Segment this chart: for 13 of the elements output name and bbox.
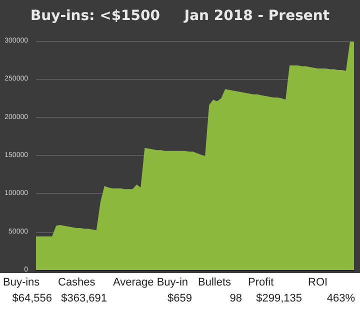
chart-title: Buy-ins: <$1500 Jan 2018 - Present: [30, 8, 330, 24]
text: $64,556: [12, 292, 52, 304]
text: Buy-ins: [3, 276, 40, 288]
text: Average Buy-in: [113, 276, 188, 288]
text: $299,135: [256, 292, 302, 304]
text: $659: [168, 292, 192, 304]
text: Profit: [248, 276, 274, 288]
text: ROI: [308, 276, 328, 288]
text: 463%: [326, 292, 356, 304]
text: 98: [230, 292, 242, 304]
text: Bullets: [198, 276, 232, 288]
text: Cashes: [58, 276, 96, 288]
text: $363,691: [61, 292, 107, 304]
